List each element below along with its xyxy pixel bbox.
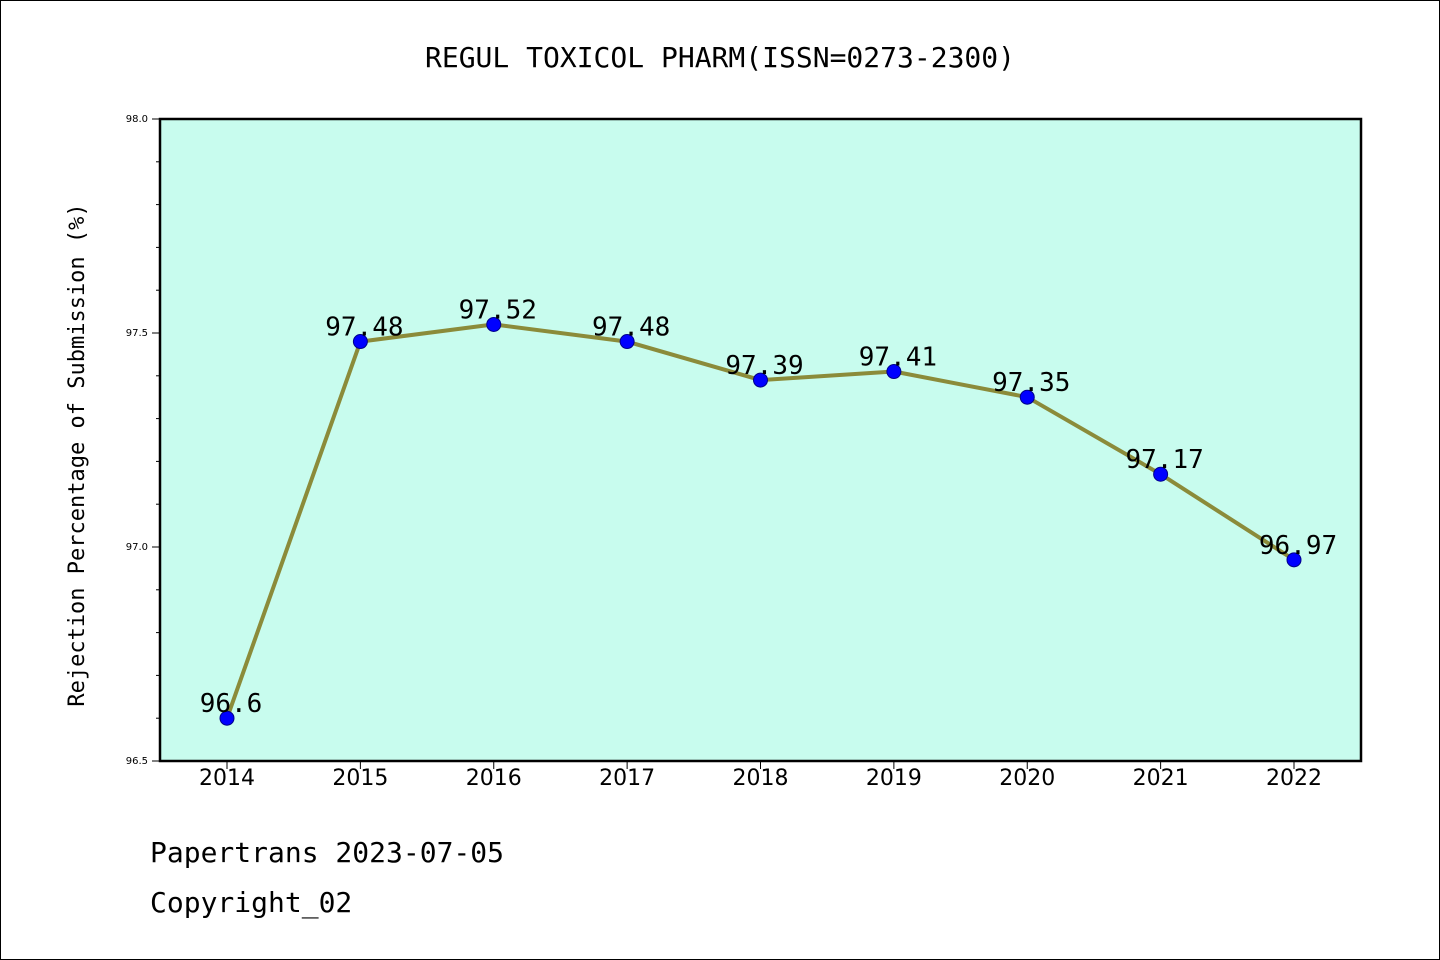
plot-area: [160, 119, 1361, 761]
y-tick-label: 97.0: [126, 542, 148, 553]
data-label: 97.52: [459, 295, 537, 325]
plot-border: [158, 117, 1363, 763]
data-point: [1153, 466, 1169, 482]
data-label: 96.6: [200, 689, 263, 719]
y-axis-label: Rejection Percentage of Submission (%): [65, 203, 90, 706]
x-tick-label: 2014: [199, 766, 255, 791]
data-label: 97.17: [1125, 445, 1203, 475]
footer-brand: Papertrans 2023-07-05: [150, 836, 505, 869]
x-tick-label: 2020: [999, 766, 1055, 791]
x-tick-label: 2016: [466, 766, 522, 791]
data-label: 96.97: [1259, 531, 1337, 561]
data-label: 97.39: [725, 351, 803, 381]
data-point: [486, 316, 502, 332]
x-tick-label: 2018: [733, 766, 789, 791]
data-point: [619, 334, 635, 350]
y-tick-label: 97.5: [126, 328, 148, 339]
x-tick-label: 2015: [332, 766, 388, 791]
data-label: 97.35: [992, 368, 1070, 398]
x-tick-label: 2017: [599, 766, 655, 791]
data-label: 97.48: [592, 313, 670, 343]
footer-copyright: Copyright_02: [150, 886, 353, 919]
x-tick-label: 2021: [1133, 766, 1189, 791]
x-tick-label: 2019: [866, 766, 922, 791]
data-point: [1286, 552, 1302, 568]
data-point: [219, 710, 235, 726]
y-tick-label: 98.0: [126, 114, 148, 125]
chart-title: REGUL TOXICOL PHARM(ISSN=0273-2300): [425, 41, 1015, 74]
data-label: 97.41: [859, 343, 937, 373]
y-tick-label: 96.5: [126, 756, 148, 767]
data-label: 97.48: [325, 313, 403, 343]
x-tick-label: 2022: [1266, 766, 1322, 791]
data-point: [886, 364, 902, 380]
data-point: [1019, 389, 1035, 405]
data-point: [352, 334, 368, 350]
data-point: [753, 372, 768, 388]
